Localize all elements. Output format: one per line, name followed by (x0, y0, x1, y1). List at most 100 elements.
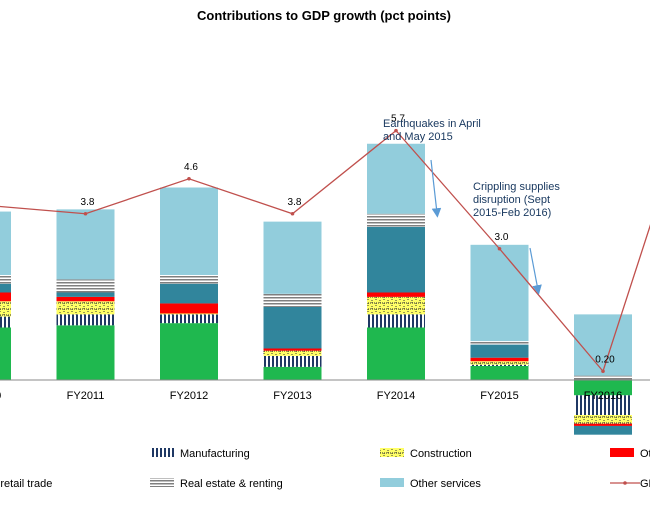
data-label-fy2016: 0.20 (595, 354, 615, 365)
data-label-fy2014: 5.7 (391, 114, 405, 125)
gdp-point-fy2015 (497, 246, 502, 251)
legend-label-gdp: GD (640, 478, 650, 490)
legend-label-real-estate-and-renting: Real estate & renting (180, 478, 283, 490)
bar-segment-other-services-fy2014 (367, 143, 425, 214)
annotations-layer: Earthquakes in April and May 2015 Cripplin… (383, 118, 560, 295)
bar-segment-other-industry-fy2016 (574, 423, 632, 426)
data-label-fy2013: 3.8 (288, 197, 302, 208)
bar-segment-other-industry-fy2014 (367, 292, 425, 297)
legend-label-other-services: Other services (410, 478, 481, 490)
data-label-fy2012: 4.6 (184, 162, 198, 173)
bar-segment-other-industry-fy2011 (56, 296, 115, 302)
gdp-point-fy2012 (187, 176, 191, 181)
bar-segment-wholesale-and-retail-trade-fy2010 (0, 283, 11, 293)
bar-segment-other-services-fy2015 (470, 244, 529, 342)
bar-segment-construction-fy2011 (56, 301, 115, 315)
legend-item-real-estate-and-renting: Real estate & renting (150, 478, 283, 490)
annotation-fy2016: Crippling supplies disruption (Sept 2015-F… (473, 181, 560, 219)
annotation-line: Crippling supplies (473, 181, 560, 193)
bar-segment-manufacturing-fy2010 (0, 316, 11, 328)
data-labels-layer: 3.84.63.85.73.00.207. (81, 114, 616, 366)
chart-title: Contributions to GDP growth (pct points) (197, 8, 451, 23)
gdp-point-fy2014 (394, 128, 398, 133)
x-tick-label-fy2015: FY2015 (480, 390, 519, 402)
annotation-arrow-fy2015 (430, 159, 442, 218)
gdp-line (0, 129, 650, 373)
annotation-arrow-fy2016 (529, 247, 542, 295)
bar-segment-other-services-fy2016 (574, 314, 632, 376)
legend-item-gdp: GD (610, 478, 650, 490)
legend-swatch-real-estate-and-renting (150, 478, 174, 487)
legend-swatch-other-services (380, 478, 404, 487)
bar-segment-other-services-fy2013 (263, 221, 322, 294)
legend-item-wholesale-and-retail-trade: & retail trade (0, 478, 52, 490)
bar-segment-wholesale-and-retail-trade-fy2012 (160, 283, 218, 304)
x-tick-label-fy2016: FY2016 (584, 390, 623, 402)
x-tick-label-fy2012: FY2012 (170, 390, 209, 402)
bar-segment-agriculture-fy2014 (367, 327, 425, 380)
annotation-line: and May 2015 (383, 131, 453, 143)
bar-segment-construction-fy2010 (0, 301, 11, 317)
bar-segment-construction-fy2016 (574, 415, 632, 424)
gdp-point-fy2016 (601, 369, 605, 374)
bar-segment-agriculture-fy2016 (574, 380, 632, 396)
bar-segment-other-services-fy2010 (0, 211, 11, 275)
bar-segment-agriculture-fy2010 (0, 327, 11, 380)
bar-segment-other-industry-fy2013 (263, 348, 322, 351)
data-label-fy2011: 3.8 (81, 197, 95, 208)
bar-segment-wholesale-and-retail-trade-fy2016 (574, 425, 632, 435)
bar-segment-other-services-fy2011 (56, 209, 115, 280)
bar-segment-manufacturing-fy2014 (367, 314, 425, 328)
bar-segment-wholesale-and-retail-trade-fy2013 (263, 306, 322, 349)
bar-segment-construction-fy2012 (160, 313, 218, 315)
legend-swatch-construction (380, 448, 404, 457)
annotation-fy2015: Earthquakes in April and May 2015 (383, 118, 481, 143)
legend-label-other-industry: Ot (640, 448, 650, 460)
bar-segment-real-estate-and-renting-fy2012 (160, 275, 218, 284)
legend-item-manufacturing: Manufacturing (150, 448, 250, 460)
legend-label-manufacturing: Manufacturing (180, 448, 250, 460)
gdp-line-layer (0, 128, 650, 374)
bar-segment-real-estate-and-renting-fy2010 (0, 275, 11, 284)
bar-segment-other-services-fy2012 (160, 187, 218, 275)
bar-segment-construction-fy2013 (263, 350, 322, 356)
legend-marker-gdp (623, 481, 627, 485)
bar-segment-agriculture-fy2012 (160, 323, 218, 380)
bar-segment-wholesale-and-retail-trade-fy2015 (470, 344, 529, 358)
x-tick-label-fy2010: FY2010 (0, 390, 1, 402)
legend-swatch-other-industry (610, 448, 634, 457)
x-axis-ticks: FY2010 FY2011 FY2012 FY2013 FY2014 FY2015 FY20… (0, 390, 623, 402)
bar-segment-manufacturing-fy2012 (160, 314, 218, 324)
bar-segment-real-estate-and-renting-fy2015 (470, 341, 529, 345)
bar-segment-manufacturing-fy2016 (574, 395, 632, 415)
bar-segment-real-estate-and-renting-fy2016 (574, 375, 632, 380)
legend-swatch-manufacturing (150, 448, 174, 457)
annotation-line: 2015-Feb 2016) (473, 207, 551, 219)
x-tick-label-fy2013: FY2013 (273, 390, 312, 402)
bar-segment-construction-fy2014 (367, 296, 425, 315)
bar-segment-agriculture-fy2015 (470, 366, 529, 380)
bar-segment-agriculture-fy2011 (56, 325, 115, 380)
bars-layer (0, 143, 632, 435)
legend-item-other-industry: Ot (610, 448, 650, 460)
x-tick-label-fy2014: FY2014 (377, 390, 416, 402)
x-tick-label-fy2011: FY2011 (67, 390, 105, 402)
bar-segment-real-estate-and-renting-fy2011 (56, 279, 115, 293)
legend-item-construction: Construction (380, 448, 472, 460)
legend-item-other-services: Other services (380, 478, 481, 490)
bar-segment-other-industry-fy2010 (0, 292, 11, 302)
gdp-point-fy2013 (290, 211, 295, 216)
bar-segment-other-industry-fy2015 (470, 357, 529, 362)
legend-label-construction: Construction (410, 448, 472, 460)
bar-segment-manufacturing-fy2015 (470, 364, 529, 366)
legend-label-wholesale-and-retail-trade: & retail trade (0, 478, 52, 490)
legend: eManufacturingConstructionOt& retail tra… (0, 448, 650, 490)
gdp-point-fy2011 (83, 211, 88, 216)
annotation-line: Earthquakes in April (383, 118, 481, 130)
annotation-line: disruption (Sept (473, 194, 550, 206)
bar-segment-real-estate-and-renting-fy2013 (263, 293, 322, 307)
bar-segment-real-estate-and-renting-fy2014 (367, 213, 425, 227)
bar-segment-agriculture-fy2013 (263, 366, 322, 380)
